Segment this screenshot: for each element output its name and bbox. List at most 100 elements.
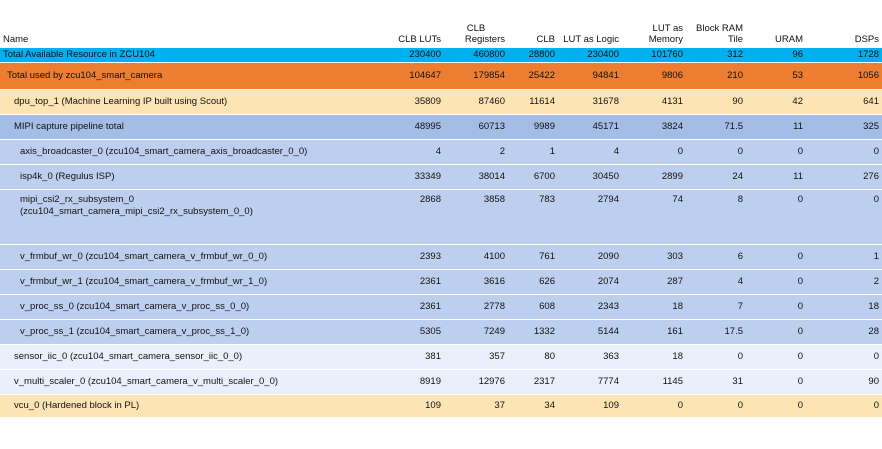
cell-clb-registers: 87460 — [444, 89, 508, 115]
table-row: vcu_0 (Hardened block in PL) 109 37 34 1… — [0, 394, 882, 418]
table-row: MIPI capture pipeline total 48995 60713 … — [0, 114, 882, 140]
column-header-dsps: DSPs — [806, 0, 882, 48]
row-name: axis_broadcaster_0 (zcu104_smart_camera_… — [0, 139, 383, 165]
cell-clb: 761 — [508, 244, 558, 270]
table-row: v_frmbuf_wr_1 (zcu104_smart_camera_v_frm… — [0, 269, 882, 295]
cell-lut-memory: 0 — [622, 139, 686, 165]
cell-dsps: 1056 — [806, 62, 882, 90]
cell-clb: 28800 — [508, 47, 558, 63]
cell-lut-memory: 2899 — [622, 164, 686, 190]
cell-lut-memory: 9806 — [622, 62, 686, 90]
column-header-clb: CLB — [508, 0, 558, 48]
cell-dsps: 0 — [806, 394, 882, 418]
row-name: dpu_top_1 (Machine Learning IP built usi… — [0, 89, 383, 115]
cell-dsps: 90 — [806, 369, 882, 395]
cell-clb: 783 — [508, 189, 558, 245]
cell-lut-logic: 31678 — [558, 89, 622, 115]
cell-clb-registers: 4100 — [444, 244, 508, 270]
column-header-uram: URAM — [746, 0, 806, 48]
cell-clb: 1 — [508, 139, 558, 165]
table-row: axis_broadcaster_0 (zcu104_smart_camera_… — [0, 139, 882, 165]
table-row: Total Available Resource in ZCU104 23040… — [0, 47, 882, 63]
column-header-lut-memory-line1: LUT as — [652, 22, 683, 34]
row-name: sensor_iic_0 (zcu104_smart_camera_sensor… — [0, 344, 383, 370]
cell-lut-logic: 2794 — [558, 189, 622, 245]
cell-dsps: 1 — [806, 244, 882, 270]
cell-lut-memory: 161 — [622, 319, 686, 345]
cell-bram: 71.5 — [686, 114, 746, 140]
row-name: mipi_csi2_rx_subsystem_0 (zcu104_smart_c… — [0, 189, 383, 245]
cell-dsps: 0 — [806, 139, 882, 165]
cell-lut-memory: 18 — [622, 344, 686, 370]
cell-uram: 0 — [746, 244, 806, 270]
column-header-lut-memory: LUT as Memory — [622, 0, 686, 48]
cell-clb: 608 — [508, 294, 558, 320]
cell-lut-logic: 109 — [558, 394, 622, 418]
column-header-lut-memory-line2: Memory — [648, 33, 683, 45]
row-name: Total used by zcu104_smart_camera — [0, 62, 383, 90]
cell-uram: 0 — [746, 369, 806, 395]
cell-lut-logic: 30450 — [558, 164, 622, 190]
cell-uram: 11 — [746, 164, 806, 190]
cell-clb-luts: 4 — [383, 139, 444, 165]
table-row: isp4k_0 (Regulus ISP) 33349 38014 6700 3… — [0, 164, 882, 190]
cell-uram: 0 — [746, 269, 806, 295]
cell-lut-memory: 0 — [622, 394, 686, 418]
cell-clb-luts: 2393 — [383, 244, 444, 270]
table-row: v_multi_scaler_0 (zcu104_smart_camera_v_… — [0, 369, 882, 395]
cell-clb: 11614 — [508, 89, 558, 115]
cell-lut-logic: 2343 — [558, 294, 622, 320]
cell-dsps: 1728 — [806, 47, 882, 63]
cell-clb-registers: 3616 — [444, 269, 508, 295]
cell-clb-registers: 37 — [444, 394, 508, 418]
row-name: vcu_0 (Hardened block in PL) — [0, 394, 383, 418]
column-header-clb-luts: CLB LUTs — [383, 0, 444, 48]
cell-dsps: 0 — [806, 344, 882, 370]
cell-clb-luts: 381 — [383, 344, 444, 370]
table-row: v_proc_ss_1 (zcu104_smart_camera_v_proc_… — [0, 319, 882, 345]
cell-clb-registers: 2778 — [444, 294, 508, 320]
cell-bram: 312 — [686, 47, 746, 63]
cell-clb: 1332 — [508, 319, 558, 345]
cell-clb-luts: 5305 — [383, 319, 444, 345]
cell-dsps: 641 — [806, 89, 882, 115]
cell-lut-memory: 3824 — [622, 114, 686, 140]
row-name: v_frmbuf_wr_1 (zcu104_smart_camera_v_frm… — [0, 269, 383, 295]
column-header-clb-registers-line1: CLB — [466, 22, 486, 34]
cell-lut-logic: 7774 — [558, 369, 622, 395]
cell-lut-memory: 303 — [622, 244, 686, 270]
cell-lut-memory: 287 — [622, 269, 686, 295]
cell-lut-logic: 230400 — [558, 47, 622, 63]
cell-uram: 0 — [746, 394, 806, 418]
cell-clb-luts: 104647 — [383, 62, 444, 90]
table-row: sensor_iic_0 (zcu104_smart_camera_sensor… — [0, 344, 882, 370]
cell-clb-luts: 48995 — [383, 114, 444, 140]
cell-uram: 0 — [746, 189, 806, 245]
table-row: mipi_csi2_rx_subsystem_0 (zcu104_smart_c… — [0, 189, 882, 245]
cell-clb-luts: 2361 — [383, 269, 444, 295]
cell-clb: 626 — [508, 269, 558, 295]
table-row: Total used by zcu104_smart_camera 104647… — [0, 62, 882, 90]
cell-dsps: 2 — [806, 269, 882, 295]
cell-bram: 0 — [686, 139, 746, 165]
cell-lut-logic: 4 — [558, 139, 622, 165]
cell-clb-registers: 7249 — [444, 319, 508, 345]
cell-lut-logic: 2090 — [558, 244, 622, 270]
cell-clb-registers: 357 — [444, 344, 508, 370]
cell-lut-memory: 4131 — [622, 89, 686, 115]
cell-clb: 80 — [508, 344, 558, 370]
column-header-bram-line1: Block RAM — [696, 22, 743, 34]
cell-uram: 11 — [746, 114, 806, 140]
resource-utilization-table: Name CLB LUTs CLB Registers CLB LUT as L… — [0, 0, 882, 418]
cell-dsps: 28 — [806, 319, 882, 345]
column-header-name: Name — [0, 0, 383, 48]
cell-clb-registers: 460800 — [444, 47, 508, 63]
cell-clb: 2317 — [508, 369, 558, 395]
cell-bram: 31 — [686, 369, 746, 395]
table-header-row: Name CLB LUTs CLB Registers CLB LUT as L… — [0, 0, 882, 48]
cell-clb-luts: 2868 — [383, 189, 444, 245]
cell-clb-registers: 12976 — [444, 369, 508, 395]
cell-lut-memory: 18 — [622, 294, 686, 320]
cell-bram: 6 — [686, 244, 746, 270]
cell-dsps: 18 — [806, 294, 882, 320]
